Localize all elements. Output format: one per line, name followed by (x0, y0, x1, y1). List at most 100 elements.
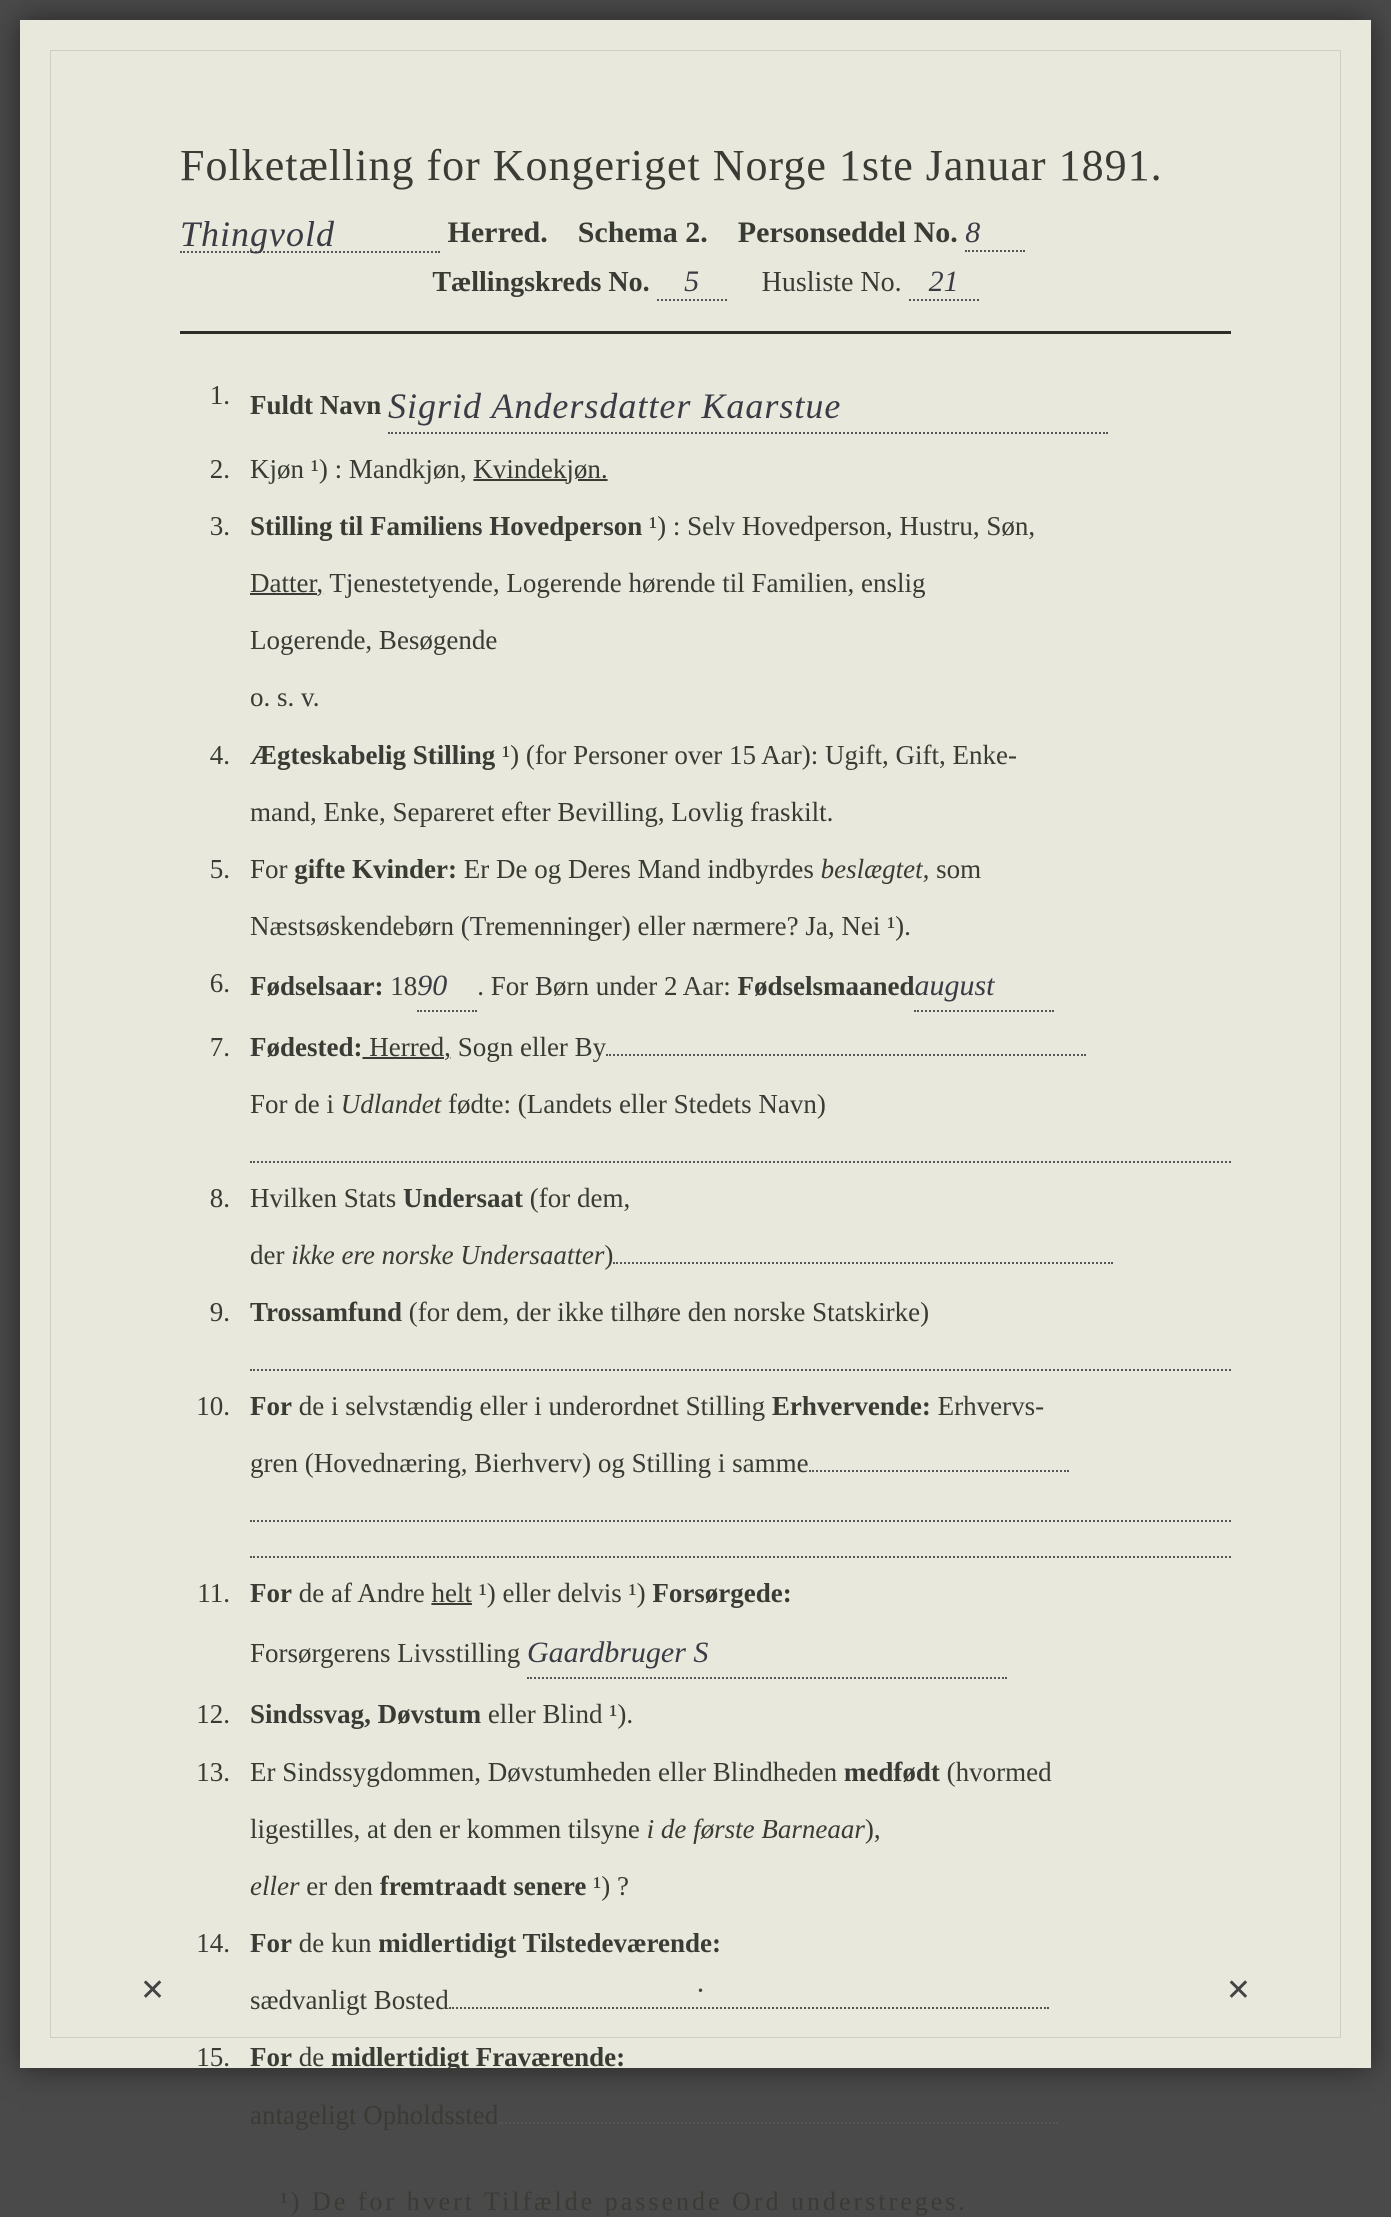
item-num: 12. (180, 1693, 250, 1736)
item-8: 8. Hvilken Stats Undersaat (for dem, (180, 1177, 1231, 1220)
item-num: 8. (180, 1177, 250, 1220)
field-tail: eller Blind ¹). (481, 1699, 633, 1729)
husliste-no: 21 (929, 265, 959, 298)
sup-note: ¹) (495, 740, 519, 770)
item-4: 4. Ægteskabelig Stilling ¹) (for Persone… (180, 734, 1231, 777)
item-13-cont1: ligestilles, at den er kommen tilsyne i … (250, 1808, 1231, 1851)
u-text: helt (431, 1578, 472, 1608)
cont-text: sædvanligt Bosted (250, 1985, 449, 2015)
field-tail: (for Personer over 15 Aar): Ugift, Gift,… (519, 740, 1017, 770)
field-label: Fuldt Navn (250, 390, 381, 420)
cont-tail: fødte: (Landets eller Stedets Navn) (441, 1089, 826, 1119)
item-11-cont: Forsørgerens Livsstilling Gaardbruger S (250, 1629, 1231, 1679)
item-7-cont: For de i Udlandet fødte: (Landets eller … (250, 1083, 1231, 1126)
field-label: Trossamfund (250, 1297, 402, 1327)
field-lead: Hvilken Stats (250, 1183, 403, 1213)
header-line-1: Thingvold Herred. Schema 2. Personseddel… (180, 209, 1231, 253)
item-14: 14. For de kun midlertidigt Tilstedevære… (180, 1922, 1231, 1965)
field-label: Undersaat (403, 1183, 523, 1213)
item-num: 5. (180, 848, 250, 891)
item-13: 13. Er Sindssygdommen, Døvstumheden elle… (180, 1751, 1231, 1794)
year-prefix: 18 (383, 971, 417, 1001)
field-tail: de i selvstændig eller i underordnet Sti… (292, 1391, 772, 1421)
field-lead: For (250, 854, 294, 884)
item-num: 6. (180, 962, 250, 1012)
year-hand: 90 (417, 969, 447, 1002)
cont-lead: Forsørgerens Livsstilling (250, 1638, 527, 1668)
italic-text: eller (250, 1871, 299, 1901)
item-5-cont: Næstsøskendebørn (Tremenninger) eller næ… (250, 905, 1231, 948)
field-label: medfødt (844, 1757, 940, 1787)
field-label2: midlertidigt Fraværende: (331, 2042, 625, 2072)
field-text: Kjøn ¹) : Mandkjøn, (250, 454, 473, 484)
italic-text: beslægtet, (821, 854, 930, 884)
herred-label: Herred. (448, 216, 548, 249)
cont-lead: For de i (250, 1089, 341, 1119)
field-label: gifte Kvinder: (294, 854, 457, 884)
bold-text: fremtraadt senere (380, 1871, 587, 1901)
item-3-cont3: o. s. v. (250, 676, 1231, 719)
field-label: For (250, 2042, 292, 2072)
selected-value: Kvindekjøn. (473, 454, 607, 484)
item-num: 11. (180, 1572, 250, 1615)
item-4-cont: mand, Enke, Separeret efter Bevilling, L… (250, 791, 1231, 834)
cont-tail: ) (604, 1240, 613, 1270)
item-3: 3. Stilling til Familiens Hovedperson ¹)… (180, 505, 1231, 548)
blank-line (250, 1141, 1231, 1163)
field-label2: Erhvervende: (772, 1391, 931, 1421)
item-9: 9. Trossamfund (for dem, der ikke tilhør… (180, 1291, 1231, 1334)
item-num: 7. (180, 1026, 250, 1069)
field-tail2: Erhvervs- (931, 1391, 1044, 1421)
field-label2: Fødselsmaaned (737, 971, 914, 1001)
item-1: 1. Fuldt Navn Sigrid Andersdatter Kaarst… (180, 374, 1231, 434)
selected-value: Herred, (362, 1032, 450, 1062)
item-10-cont: gren (Hovednæring, Bierhverv) og Stillin… (250, 1442, 1231, 1485)
personseddel-label: Personseddel No. (738, 216, 958, 249)
schema-label: Schema 2. (578, 216, 708, 249)
header-line-2: Tællingskreds No. 5 Husliste No. 21 (180, 265, 1231, 301)
footnote: ¹) De for hvert Tilfælde passende Ord un… (280, 2187, 1231, 2217)
field-lead: Er Sindssygdommen, Døvstumheden eller Bl… (250, 1757, 844, 1787)
item-5: 5. For gifte Kvinder: Er De og Deres Man… (180, 848, 1231, 891)
sup-note: ¹) : (642, 511, 680, 541)
field-label: Fødested: (250, 1032, 362, 1062)
item-10: 10. For de i selvstændig eller i underor… (180, 1385, 1231, 1428)
item-num: 2. (180, 448, 250, 491)
field-tail: Er De og Deres Mand indbyrdes (457, 854, 821, 884)
item-num: 3. (180, 505, 250, 548)
cont-lead: ligestilles, at den er kommen tilsyne (250, 1814, 647, 1844)
field-label: Fødselsaar: (250, 971, 383, 1001)
item-num: 4. (180, 734, 250, 777)
field-tail: Selv Hovedperson, Hustru, Søn, (680, 511, 1035, 541)
corner-mark-icon: ✕ (1226, 1973, 1251, 2008)
field-tail: (for dem, (523, 1183, 630, 1213)
blank-line (250, 1349, 1231, 1371)
sup-note: ¹) (472, 1578, 496, 1608)
field-tail: (hvormed (940, 1757, 1052, 1787)
field-tail: de kun (292, 1928, 378, 1958)
personseddel-no: 8 (965, 216, 980, 249)
item-3-cont2: Logerende, Besøgende (250, 619, 1231, 662)
field-tail: (for dem, der ikke tilhøre den norske St… (402, 1297, 929, 1327)
field-tail2: som (929, 854, 981, 884)
item-num: 14. (180, 1922, 250, 1965)
census-form-page: Folketælling for Kongeriget Norge 1ste J… (20, 20, 1371, 2068)
herred-handwritten: Thingvold (180, 214, 335, 254)
item-13-cont2: eller er den fremtraadt senere ¹) ? (250, 1865, 1231, 1908)
item-num: 9. (180, 1291, 250, 1334)
item-num: 1. (180, 374, 250, 434)
item-2: 2. Kjøn ¹) : Mandkjøn, Kvindekjøn. (180, 448, 1231, 491)
corner-mark-icon: ✕ (140, 1973, 165, 2008)
blank-line (250, 1536, 1231, 1558)
provider-hand: Gaardbruger S (527, 1636, 708, 1669)
month-hand: august (914, 969, 994, 1002)
page-title: Folketælling for Kongeriget Norge 1ste J… (180, 140, 1231, 191)
kreds-no: 5 (684, 265, 699, 298)
blank-line (250, 1499, 1231, 1521)
cont-tail: ), (865, 1814, 881, 1844)
field-label2: midlertidigt Tilstedeværende: (378, 1928, 721, 1958)
item-12: 12. Sindssvag, Døvstum eller Blind ¹). (180, 1693, 1231, 1736)
field-tail: . For Børn under 2 Aar: (477, 971, 737, 1001)
field-label: For (250, 1578, 292, 1608)
husliste-label: Husliste No. (762, 267, 902, 298)
